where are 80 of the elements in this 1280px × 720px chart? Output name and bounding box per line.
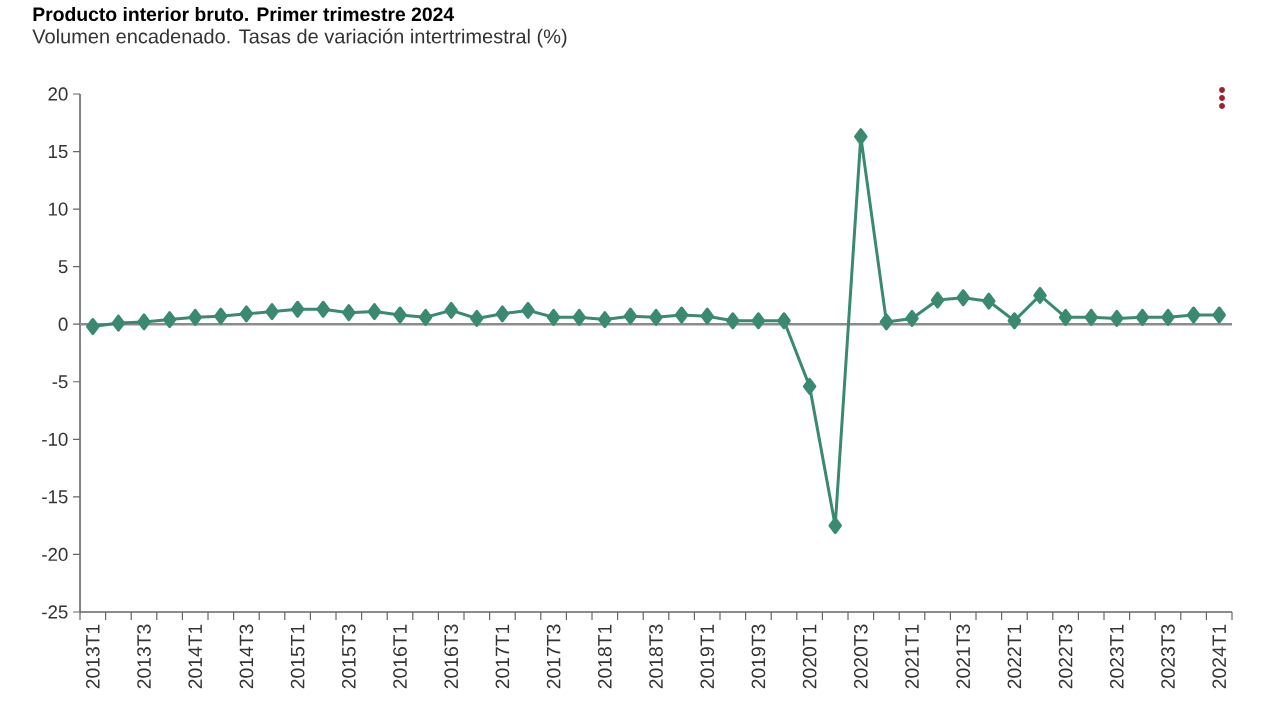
- point: [674, 306, 689, 324]
- point: [854, 128, 868, 146]
- y-tick-label: 20: [48, 87, 68, 101]
- x-tick-label: 2022T3: [1058, 624, 1073, 689]
- point: [982, 292, 996, 310]
- point: [137, 313, 151, 331]
- point: [1135, 308, 1150, 326]
- point: [470, 309, 484, 327]
- point: [342, 304, 356, 322]
- point: [1212, 306, 1226, 324]
- point: [188, 308, 202, 326]
- chart-subtitle: Volumen encadenado. Tasas de variación intertrimestral (%): [32, 28, 567, 48]
- point: [546, 308, 561, 326]
- x-tick-label: 2014T1: [188, 624, 203, 689]
- point: [316, 300, 330, 318]
- x-tick-label: 2015T1: [290, 624, 305, 689]
- x-tick-label: 2021T3: [956, 624, 971, 689]
- x-tick-label: 2017T3: [546, 624, 561, 689]
- x-tick-label: 2016T3: [444, 624, 459, 689]
- point: [239, 305, 254, 323]
- point: [265, 303, 279, 321]
- point: [495, 305, 510, 323]
- x-tick-label: 2017T1: [495, 624, 510, 689]
- x-tick-label: 2022T1: [1007, 624, 1022, 689]
- point: [444, 301, 458, 319]
- point: [1033, 286, 1047, 304]
- point: [802, 377, 817, 395]
- point: [111, 314, 126, 332]
- point: [367, 303, 382, 321]
- point: [905, 309, 919, 327]
- point: [1058, 308, 1073, 326]
- x-tick-label: 2023T3: [1161, 624, 1175, 689]
- point: [1110, 309, 1124, 327]
- y-tick-label: -15: [42, 490, 68, 504]
- x-tick-label: 2013T1: [85, 624, 100, 689]
- x-tick-label: 2018T1: [597, 624, 612, 689]
- x-tick-label: 2019T1: [700, 624, 715, 689]
- y-tick-label: 5: [58, 260, 68, 274]
- point: [726, 312, 740, 330]
- x-tick-label: 2015T3: [341, 624, 356, 689]
- point: [879, 313, 894, 331]
- point: [393, 306, 407, 324]
- x-tick-label: 2019T3: [751, 624, 766, 689]
- chart-title: Producto interior bruto. Primer trimestre 2024: [33, 6, 454, 22]
- point: [1084, 308, 1098, 326]
- point: [649, 308, 663, 326]
- point: [956, 289, 970, 307]
- point: [86, 318, 100, 336]
- x-tick-label: 2021T1: [905, 624, 919, 689]
- point: [623, 307, 638, 325]
- point: [1007, 312, 1022, 330]
- point: [418, 308, 433, 326]
- point: [1161, 308, 1175, 326]
- x-tick-label: 2020T3: [853, 624, 868, 689]
- x-tick-label: 2018T3: [649, 624, 663, 689]
- point: [1186, 306, 1201, 324]
- y-tick-label: -25: [42, 605, 68, 619]
- y-tick-label: -5: [52, 375, 68, 389]
- y-tick-label: 15: [48, 145, 68, 159]
- point: [214, 307, 228, 325]
- x-tick-label: 2013T3: [137, 624, 151, 689]
- y-tick-label: 10: [48, 202, 68, 216]
- point: [290, 300, 305, 318]
- point: [521, 301, 535, 319]
- x-tick-label: 2020T1: [802, 624, 817, 689]
- x-tick-label: 2016T1: [393, 624, 407, 689]
- point: [777, 312, 791, 330]
- x-tick-label: 2024T1: [1212, 624, 1227, 689]
- x-tick-label: 2014T3: [239, 624, 254, 689]
- y-tick-label: 0: [58, 317, 68, 331]
- y-tick-label: -20: [42, 547, 68, 562]
- point: [828, 517, 842, 535]
- point: [700, 307, 714, 325]
- x-tick-label: 2023T1: [1109, 624, 1124, 689]
- point: [930, 291, 945, 309]
- y-tick-label: -10: [42, 432, 68, 446]
- point: [598, 311, 612, 329]
- point: [751, 312, 766, 330]
- point: [572, 308, 586, 326]
- point: [162, 311, 177, 329]
